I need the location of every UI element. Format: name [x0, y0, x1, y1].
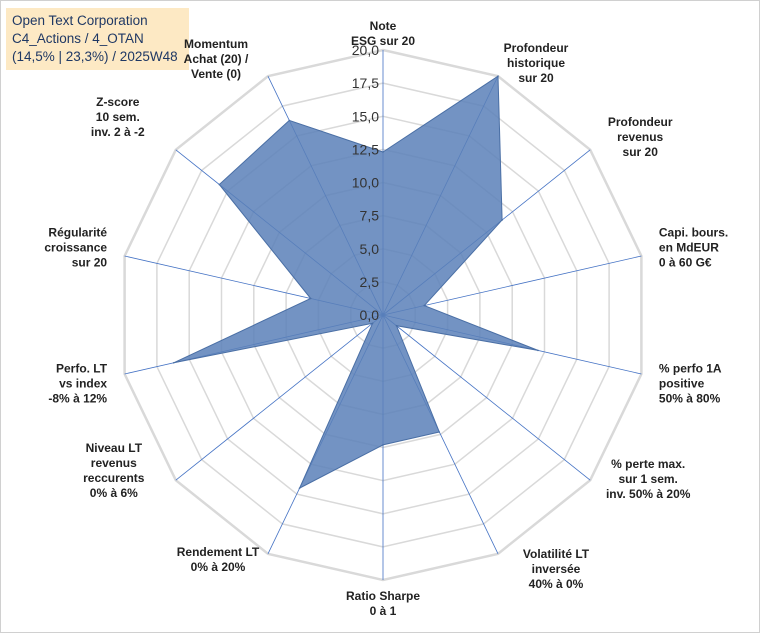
data-point	[288, 119, 291, 122]
data-point	[382, 151, 384, 153]
data-point	[371, 322, 374, 325]
axis-spoke	[175, 314, 384, 481]
axis-label: Note ESG sur 20	[351, 19, 415, 48]
axis-label: Profondeur revenus sur 20	[608, 115, 673, 159]
data-point	[501, 219, 503, 221]
series-layer	[172, 75, 539, 490]
data-point	[438, 431, 441, 433]
tick-labels: 0,0 2,5 5,0 7,5 10,0 12,5 15,0 17,5 20,0	[352, 42, 379, 323]
data-point	[298, 487, 301, 489]
axis-label: Volatilité LT inversée 40% à 0%	[523, 547, 590, 591]
axis-label: Niveau LT revenus reccurents 0% à 6%	[83, 441, 145, 500]
tick-label: 10,0	[352, 175, 379, 191]
chart-title-box: Open Text Corporation C4_Actions / 4_OTA…	[6, 8, 189, 70]
company-name: Open Text Corporation	[12, 13, 148, 28]
axis-label: Capi. bours. en MdEUR 0 à 60 G€	[659, 226, 728, 270]
tick-label: 0,0	[360, 307, 380, 323]
tick-label: 20,0	[352, 42, 379, 58]
tick-label: 17,5	[352, 75, 379, 91]
series-area	[173, 75, 539, 490]
data-point	[218, 183, 221, 186]
tick-label: 5,0	[360, 241, 380, 257]
data-point	[172, 362, 175, 364]
axis-label: Rendement LT 0% à 20%	[177, 545, 260, 574]
tick-label: 15,0	[352, 108, 379, 124]
tick-label: 7,5	[360, 208, 380, 224]
axis-label: Régularité croissance sur 20	[44, 226, 107, 270]
axis-spoke	[382, 314, 591, 481]
tick-label: 12,5	[352, 141, 379, 157]
axis-label: Perfo. LT vs index -8% à 12%	[48, 361, 107, 405]
tick-label: 2,5	[360, 274, 380, 290]
axis-label: % perfo 1A positive 50% à 80%	[659, 361, 722, 405]
axis-label: Ratio Sharpe 0 à 1	[346, 589, 420, 618]
axis-spoke	[382, 255, 642, 316]
axis-label: Momentum Achat (20) / Vente (0)	[184, 37, 249, 81]
data-point	[395, 324, 398, 327]
axis-labels: Note ESG sur 20 Profondeur historique sur 20…	[44, 19, 728, 618]
data-point	[537, 349, 539, 352]
category-label: C4_Actions / 4_OTAN	[12, 31, 144, 46]
data-point	[497, 75, 499, 77]
data-point	[382, 444, 384, 446]
stats-label: (14,5% | 23,3%) / 2025W48	[12, 49, 178, 64]
axis-label: Z-score 10 sem. inv. 2 à -2	[91, 95, 145, 139]
axis-label: % perte max. sur 1 sem. inv. 50% à 20%	[606, 457, 691, 501]
axis-label: Profondeur historique sur 20	[504, 41, 569, 85]
data-point	[309, 297, 312, 300]
data-point	[423, 304, 426, 307]
